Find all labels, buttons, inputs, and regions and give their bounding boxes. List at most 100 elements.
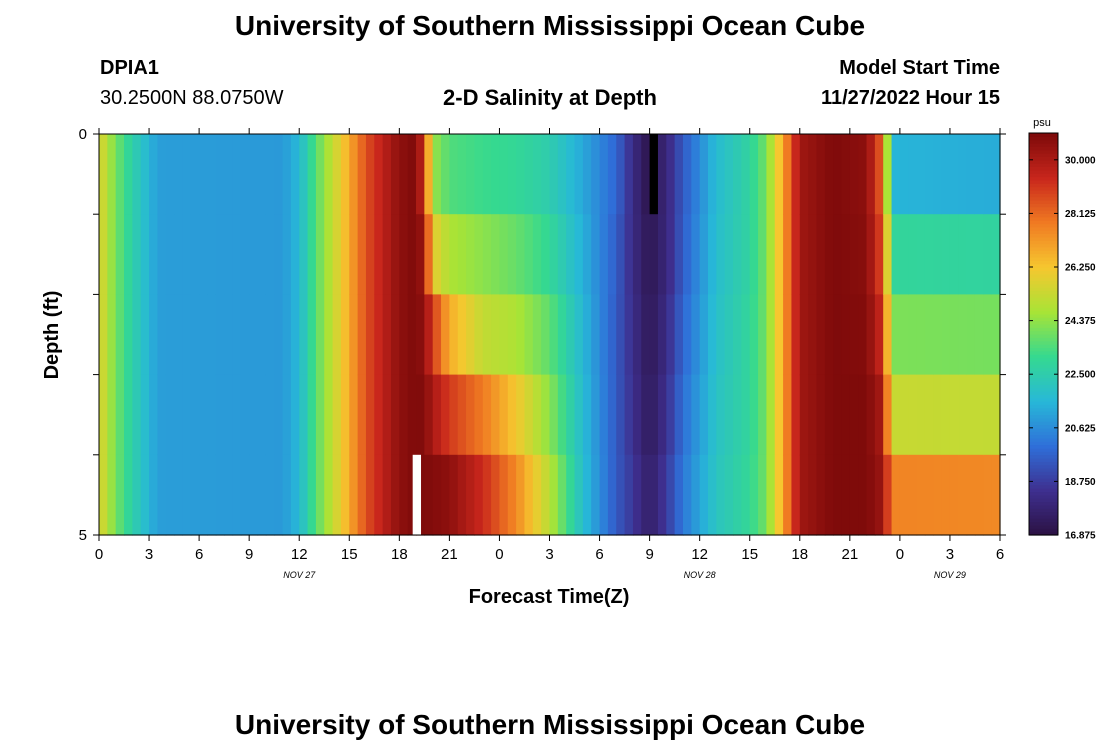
heatmap-cell xyxy=(365,374,375,456)
heatmap-cell xyxy=(866,214,876,295)
colorbar-segment xyxy=(1029,461,1058,466)
colorbar-segment xyxy=(1029,287,1058,292)
colorbar-segment xyxy=(1029,380,1058,385)
heatmap-cell xyxy=(132,374,142,456)
heatmap-cell xyxy=(399,294,409,376)
heatmap-cell xyxy=(966,134,976,215)
heatmap-cell xyxy=(699,214,709,295)
heatmap-cell xyxy=(115,294,125,376)
heatmap-cell xyxy=(958,374,968,456)
heatmap-cell xyxy=(974,294,984,376)
heatmap-cell xyxy=(616,374,626,456)
y-axis-ticks: 05 xyxy=(79,126,1006,544)
x-tick-label: 15 xyxy=(741,546,758,563)
heatmap-cell xyxy=(916,454,926,536)
heatmap-cell xyxy=(591,214,601,295)
heatmap-cell xyxy=(808,374,818,456)
heatmap-cell xyxy=(265,214,275,295)
heatmap-cell xyxy=(441,294,450,376)
heatmap-cell xyxy=(165,134,175,215)
heatmap-cell xyxy=(991,454,1001,536)
heatmap-cell xyxy=(457,134,467,215)
colorbar-segment xyxy=(1029,367,1058,372)
heatmap-cell xyxy=(115,374,125,456)
heatmap-cell xyxy=(265,374,275,456)
heatmap-cell xyxy=(824,454,834,536)
heatmap-cell xyxy=(499,134,509,215)
heatmap-cell xyxy=(390,134,400,215)
x-tick-label: 0 xyxy=(896,546,904,563)
heatmap-cell xyxy=(708,134,717,215)
heatmap-cell xyxy=(741,134,751,215)
heatmap-cell xyxy=(674,454,684,536)
heatmap-cell xyxy=(582,374,592,456)
heatmap-cell xyxy=(766,214,776,295)
heatmap-cell xyxy=(524,374,534,456)
heatmap-cell xyxy=(883,454,893,536)
colorbar-segment xyxy=(1029,377,1058,382)
heatmap-cell xyxy=(491,134,501,215)
heatmap-cell xyxy=(107,454,117,536)
colorbar-segment xyxy=(1029,283,1058,288)
heatmap-cell xyxy=(299,294,309,376)
heatmap-cell xyxy=(99,214,108,295)
heatmap-cell xyxy=(566,454,576,536)
heatmap-cell xyxy=(424,214,434,295)
heatmap-cell xyxy=(841,454,851,536)
heatmap-cell xyxy=(457,214,467,295)
heatmap-cell xyxy=(632,294,642,376)
missing-data-cells xyxy=(412,134,658,535)
heatmap-cell xyxy=(891,294,901,376)
heatmap-cell xyxy=(591,134,601,215)
colorbar-segment xyxy=(1029,146,1058,151)
heatmap-cell xyxy=(766,294,776,376)
colorbar-segment xyxy=(1029,320,1058,325)
heatmap-cell xyxy=(899,374,909,456)
heatmap-cell xyxy=(290,214,300,295)
heatmap-cell xyxy=(824,214,834,295)
colorbar-segment xyxy=(1029,270,1058,275)
heatmap-cell xyxy=(766,454,776,536)
heatmap-cell xyxy=(849,134,859,215)
heatmap-cell xyxy=(382,214,392,295)
heatmap-cell xyxy=(791,374,801,456)
colorbar-segment xyxy=(1029,186,1058,191)
heatmap-cell xyxy=(115,454,125,536)
heatmap-cell xyxy=(224,374,234,456)
heatmap-cell xyxy=(524,294,534,376)
colorbar-segment xyxy=(1029,521,1058,526)
colorbar-segment xyxy=(1029,360,1058,365)
heatmap-cell xyxy=(499,294,509,376)
heatmap-cell xyxy=(182,374,192,456)
heatmap-cell xyxy=(749,134,759,215)
x-tick-label: 21 xyxy=(441,546,458,563)
heatmap-cell xyxy=(482,374,492,456)
heatmap-cell xyxy=(674,294,684,376)
heatmap-cell xyxy=(858,374,868,456)
heatmap-cell xyxy=(724,454,734,536)
colorbar-segment xyxy=(1029,454,1058,459)
heatmap-cell xyxy=(758,454,767,536)
heatmap-cell xyxy=(716,134,726,215)
heatmap-cell xyxy=(566,134,576,215)
heatmap-cell xyxy=(274,134,284,215)
heatmap-cell xyxy=(582,214,592,295)
heatmap-cell xyxy=(399,134,409,215)
heatmap-cell xyxy=(332,294,342,376)
heatmap-cell xyxy=(908,294,918,376)
heatmap-cell xyxy=(516,214,526,295)
heatmap-cell xyxy=(733,214,742,295)
heatmap-cell xyxy=(783,214,793,295)
heatmap-cell xyxy=(557,294,567,376)
heatmap-cell xyxy=(716,294,726,376)
heatmap-cell xyxy=(457,294,467,376)
heatmap-cell xyxy=(941,134,951,215)
heatmap-cell xyxy=(257,134,267,215)
colorbar-segment xyxy=(1029,179,1058,184)
heatmap-cell xyxy=(324,294,334,376)
heatmap-cell xyxy=(766,134,776,215)
heatmap-cell xyxy=(549,294,559,376)
heatmap-cell xyxy=(132,454,142,536)
heatmap-cell xyxy=(207,134,217,215)
colorbar-segment xyxy=(1029,133,1058,137)
